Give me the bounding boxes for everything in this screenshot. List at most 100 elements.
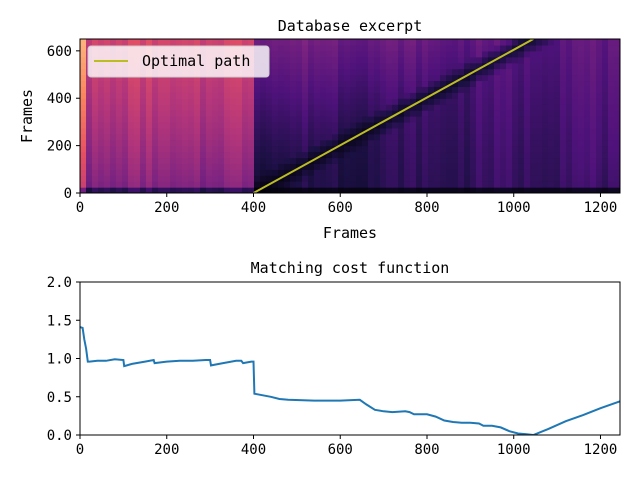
heatmap-cell xyxy=(248,145,255,153)
heatmap-cell xyxy=(110,74,117,82)
heatmap-cell xyxy=(350,68,357,76)
heatmap-cell xyxy=(92,181,99,188)
heatmap-cell xyxy=(392,110,399,117)
heatmap-cell xyxy=(572,98,579,105)
heatmap-cell xyxy=(194,187,201,193)
heatmap-cell xyxy=(206,139,213,147)
heatmap-cell xyxy=(110,133,117,141)
heatmap-cell xyxy=(452,68,459,76)
heatmap-cell xyxy=(554,121,561,129)
heatmap-cell xyxy=(446,74,453,82)
heatmap-cell xyxy=(476,151,483,159)
heatmap-cell xyxy=(392,50,399,58)
heatmap-cell xyxy=(554,187,561,193)
heatmap-cell xyxy=(530,98,537,105)
heatmap-cell xyxy=(464,80,471,87)
heatmap-cell xyxy=(398,92,405,99)
heatmap-cell xyxy=(494,121,501,129)
heatmap-cell xyxy=(308,169,315,176)
heatmap-cell xyxy=(272,62,279,70)
heatmap-cell xyxy=(380,86,387,93)
heatmap-cell xyxy=(230,116,237,123)
heatmap-cell xyxy=(596,169,603,176)
heatmap-cell xyxy=(302,127,309,135)
heatmap-cell xyxy=(152,169,159,176)
heatmap-cell xyxy=(452,175,459,182)
heatmap-cell xyxy=(230,74,237,82)
heatmap-cell xyxy=(470,187,477,193)
heatmap-cell xyxy=(476,39,483,46)
heatmap-cell xyxy=(188,151,195,159)
heatmap-cell xyxy=(242,133,249,141)
heatmap-cell xyxy=(224,116,231,123)
heatmap-cell xyxy=(554,151,561,159)
heatmap-cell xyxy=(518,92,525,99)
heatmap-cell xyxy=(272,175,279,182)
heatmap-cell xyxy=(314,139,321,147)
heatmap-cell xyxy=(92,121,99,129)
heatmap-cell xyxy=(434,145,441,153)
heatmap-cell xyxy=(116,74,123,82)
heatmap-cell xyxy=(392,116,399,123)
heatmap-cell xyxy=(458,86,465,93)
heatmap-cell xyxy=(320,74,327,82)
heatmap-cell xyxy=(374,50,381,58)
heatmap-cell xyxy=(368,80,375,87)
heatmap-cell xyxy=(122,157,129,164)
heatmap-cell xyxy=(86,187,93,193)
heatmap-cell xyxy=(110,80,117,87)
heatmap-cell xyxy=(350,163,357,170)
heatmap-cell xyxy=(182,169,189,176)
heatmap-cell xyxy=(590,110,597,117)
heatmap-cell xyxy=(416,92,423,99)
heatmap-cell xyxy=(218,151,225,159)
heatmap-cell xyxy=(542,110,549,117)
heatmap-cell xyxy=(212,133,219,141)
heatmap-cell xyxy=(200,139,207,147)
heatmap-cell xyxy=(320,187,327,193)
heatmap-cell xyxy=(176,151,183,159)
heatmap-cell xyxy=(608,157,615,164)
heatmap-cell xyxy=(332,62,339,70)
heatmap-cell xyxy=(602,44,609,52)
heatmap-cell xyxy=(320,121,327,129)
heatmap-cell xyxy=(338,187,345,193)
heatmap-cell xyxy=(320,175,327,182)
heatmap-cell xyxy=(380,121,387,129)
heatmap-cell xyxy=(590,116,597,123)
heatmap-cell xyxy=(518,175,525,182)
heatmap-cell xyxy=(608,133,615,141)
heatmap-cell xyxy=(302,110,309,117)
heatmap-cell xyxy=(248,181,255,188)
heatmap-cell xyxy=(506,151,513,159)
heatmap-x-tick-label: 0 xyxy=(76,200,84,216)
heatmap-cell xyxy=(80,139,87,147)
heatmap-cell xyxy=(488,92,495,99)
heatmap-cell xyxy=(314,163,321,170)
heatmap-cell xyxy=(572,86,579,93)
heatmap-cell xyxy=(614,116,620,123)
heatmap-cell xyxy=(212,80,219,87)
heatmap-cell xyxy=(158,74,165,82)
heatmap-cell xyxy=(428,163,435,170)
heatmap-cell xyxy=(488,56,495,64)
heatmap-cell xyxy=(392,121,399,129)
heatmap-cell xyxy=(380,139,387,147)
heatmap-cell xyxy=(488,157,495,164)
heatmap-cell xyxy=(530,139,537,147)
heatmap-cell xyxy=(524,181,531,188)
heatmap-cell xyxy=(206,98,213,105)
heatmap-cell xyxy=(254,151,261,159)
heatmap-cell xyxy=(578,98,585,105)
heatmap-cell xyxy=(272,139,279,147)
heatmap-cell xyxy=(452,92,459,99)
heatmap-cell xyxy=(500,92,507,99)
heatmap-cell xyxy=(560,110,567,117)
heatmap-cell xyxy=(548,121,555,129)
heatmap-cell xyxy=(332,163,339,170)
heatmap-cell xyxy=(308,74,315,82)
heatmap-cell xyxy=(194,86,201,93)
heatmap-cell xyxy=(530,163,537,170)
heatmap-cell xyxy=(344,80,351,87)
heatmap-cell xyxy=(230,98,237,105)
